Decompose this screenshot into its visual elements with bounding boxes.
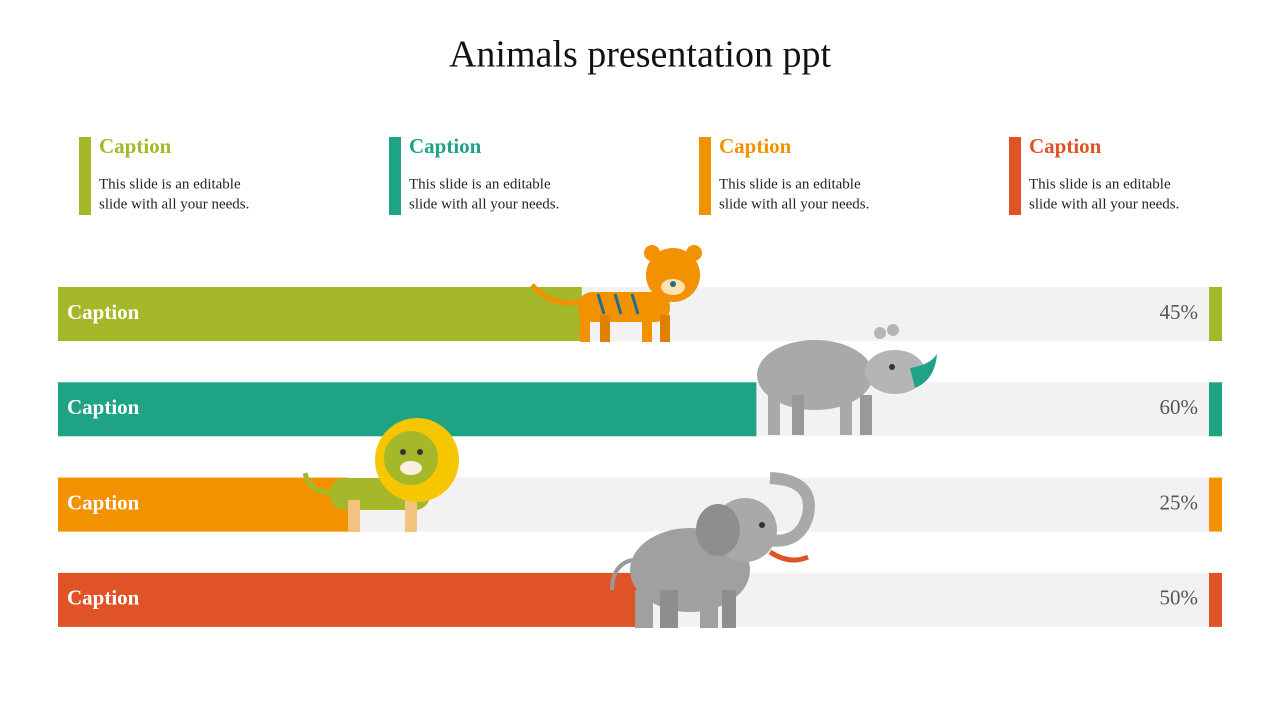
bar (58, 287, 582, 341)
bar-label: Caption (67, 586, 140, 610)
value-label: 25% (1160, 490, 1199, 514)
caption-text: slide with all your needs. (99, 196, 249, 212)
bar (58, 572, 640, 627)
caption-text: slide with all your needs. (409, 196, 559, 212)
caption-accent (389, 137, 401, 215)
caption-title: Caption (1029, 134, 1102, 158)
bar-label: Caption (67, 395, 140, 419)
bar-label: Caption (67, 490, 140, 514)
caption-title: Caption (719, 134, 792, 158)
bar (58, 477, 349, 532)
elephant-illustration (610, 472, 815, 628)
caption-title: Caption (409, 134, 482, 158)
value-label: 45% (1160, 300, 1199, 324)
caption-text: This slide is an editable (719, 176, 861, 192)
bar-end-cap (1209, 287, 1222, 341)
caption-accent (79, 137, 91, 215)
caption-text: This slide is an editable (1029, 176, 1171, 192)
bar-end-cap (1209, 477, 1222, 532)
caption-text: This slide is an editable (409, 176, 551, 192)
caption-row: Caption This slide is an editable slide wi… (79, 134, 1179, 215)
caption-title: Caption (99, 134, 172, 158)
caption-text: This slide is an editable (99, 176, 241, 192)
caption-text: slide with all your needs. (719, 196, 869, 212)
bar-end-cap (1209, 572, 1222, 627)
slide-title: Animals presentation ppt (449, 34, 831, 76)
rhino-illustration (757, 324, 937, 435)
bar-end-cap (1209, 382, 1222, 437)
caption-text: slide with all your needs. (1029, 196, 1179, 212)
lion-illustration (302, 418, 459, 532)
value-label: 60% (1160, 395, 1199, 419)
bar-chart: Caption 45% Caption 60% Caption 25% Caption 50% (58, 287, 1222, 627)
tiger-illustration (530, 245, 702, 342)
illustrations (302, 245, 937, 628)
bar-label: Caption (67, 300, 140, 324)
caption-accent (1009, 137, 1021, 215)
value-label: 50% (1160, 586, 1199, 610)
caption-accent (699, 137, 711, 215)
